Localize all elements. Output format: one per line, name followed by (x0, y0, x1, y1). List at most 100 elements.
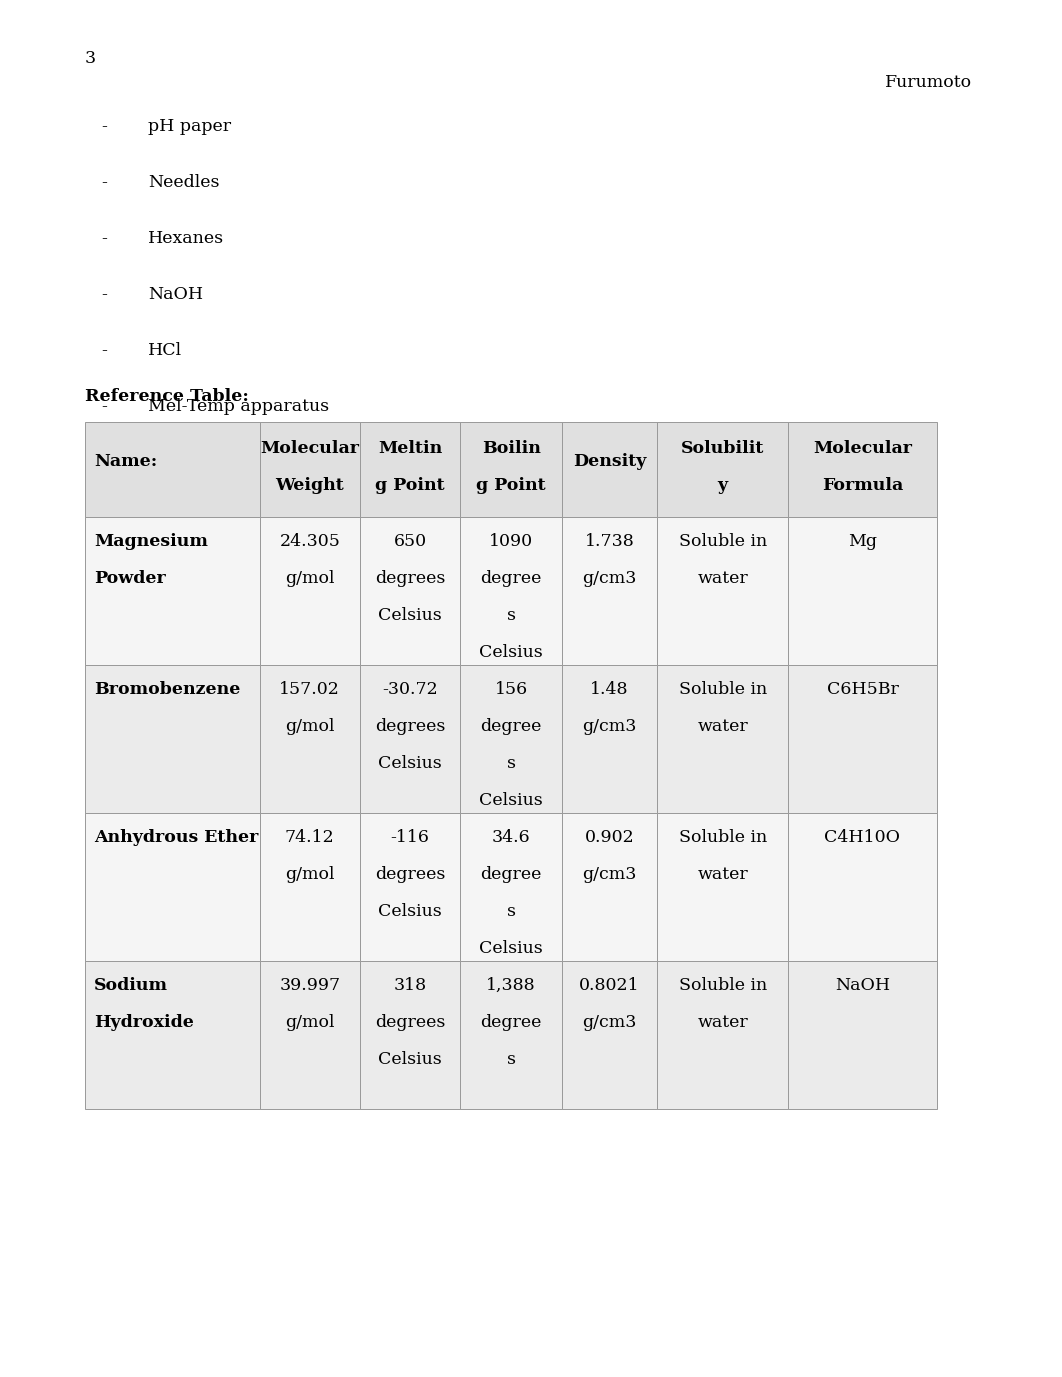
Text: Needles: Needles (148, 174, 220, 191)
Text: Soluble in: Soluble in (679, 978, 767, 994)
Text: -: - (101, 398, 107, 414)
Text: NaOH: NaOH (835, 978, 890, 994)
Text: -: - (101, 286, 107, 303)
Text: Solubilit: Solubilit (681, 441, 765, 457)
Text: degree: degree (480, 866, 542, 883)
Text: degrees: degrees (375, 1013, 445, 1031)
Text: -: - (101, 341, 107, 359)
Bar (360, 812, 460, 961)
Text: Formula: Formula (822, 476, 903, 494)
Text: degrees: degrees (375, 570, 445, 587)
Text: Reference Table:: Reference Table: (85, 388, 249, 405)
Text: 1090: 1090 (490, 533, 533, 549)
Text: degrees: degrees (375, 717, 445, 735)
Bar (260, 516, 360, 665)
Bar (657, 961, 788, 1108)
Text: 318: 318 (394, 978, 427, 994)
Bar (260, 812, 360, 961)
Bar (360, 665, 460, 812)
Text: 24.305: 24.305 (279, 533, 340, 549)
Text: Hydroxide: Hydroxide (95, 1013, 194, 1031)
Text: Celsius: Celsius (479, 644, 543, 661)
Bar (260, 665, 360, 812)
Text: Hexanes: Hexanes (148, 230, 224, 246)
Bar (788, 421, 937, 516)
Text: s: s (507, 755, 516, 772)
Text: pH paper: pH paper (148, 118, 232, 135)
Text: 39.997: 39.997 (279, 978, 341, 994)
Text: Anhydrous Ether: Anhydrous Ether (95, 829, 258, 845)
Text: g/cm3: g/cm3 (582, 1013, 637, 1031)
Text: 74.12: 74.12 (285, 829, 335, 845)
Text: Soluble in: Soluble in (679, 533, 767, 549)
Bar (562, 961, 657, 1108)
Text: Magnesium: Magnesium (95, 533, 208, 549)
Text: -30.72: -30.72 (382, 682, 438, 698)
Text: water: water (698, 570, 748, 587)
Text: Mg: Mg (847, 533, 877, 549)
Text: Meltin: Meltin (378, 441, 442, 457)
Text: -: - (101, 230, 107, 246)
Bar (85, 812, 260, 961)
Text: 1,388: 1,388 (486, 978, 536, 994)
Text: Sodium: Sodium (95, 978, 168, 994)
Text: degree: degree (480, 1013, 542, 1031)
Bar (460, 812, 562, 961)
Text: 156: 156 (495, 682, 528, 698)
Text: g/mol: g/mol (285, 866, 335, 883)
Text: Celsius: Celsius (479, 940, 543, 957)
Text: g/cm3: g/cm3 (582, 717, 637, 735)
Bar (788, 516, 937, 665)
Text: g/cm3: g/cm3 (582, 570, 637, 587)
Bar (788, 812, 937, 961)
Text: 34.6: 34.6 (492, 829, 531, 845)
Text: Molecular: Molecular (812, 441, 912, 457)
Bar (788, 961, 937, 1108)
Text: water: water (698, 717, 748, 735)
Bar (460, 665, 562, 812)
Text: s: s (507, 1051, 516, 1069)
Bar (657, 665, 788, 812)
Text: s: s (507, 607, 516, 624)
Bar (788, 665, 937, 812)
Text: g/cm3: g/cm3 (582, 866, 637, 883)
Text: Density: Density (573, 453, 647, 470)
Text: Mel-Temp apparatus: Mel-Temp apparatus (148, 398, 329, 414)
Text: 3: 3 (85, 50, 97, 67)
Bar (85, 421, 260, 516)
Text: g Point: g Point (477, 476, 546, 494)
Text: -116: -116 (391, 829, 429, 845)
Text: HCl: HCl (148, 341, 182, 359)
Bar (260, 421, 360, 516)
Bar (260, 961, 360, 1108)
Bar (360, 516, 460, 665)
Text: Celsius: Celsius (378, 607, 442, 624)
Bar (460, 961, 562, 1108)
Text: Powder: Powder (95, 570, 166, 587)
Bar (562, 665, 657, 812)
Bar (85, 961, 260, 1108)
Bar (657, 812, 788, 961)
Text: water: water (698, 1013, 748, 1031)
Text: Soluble in: Soluble in (679, 682, 767, 698)
Text: g Point: g Point (375, 476, 445, 494)
Text: y: y (718, 476, 727, 494)
Text: 0.8021: 0.8021 (580, 978, 640, 994)
Bar (460, 516, 562, 665)
Text: Soluble in: Soluble in (679, 829, 767, 845)
Text: Celsius: Celsius (378, 755, 442, 772)
Text: -: - (101, 174, 107, 191)
Text: water: water (698, 866, 748, 883)
Text: Celsius: Celsius (378, 903, 442, 920)
Bar (657, 421, 788, 516)
Text: g/mol: g/mol (285, 1013, 335, 1031)
Text: Celsius: Celsius (378, 1051, 442, 1069)
Text: -: - (101, 118, 107, 135)
Bar (85, 516, 260, 665)
Bar (85, 665, 260, 812)
Text: 0.902: 0.902 (585, 829, 634, 845)
Bar (562, 421, 657, 516)
Text: degrees: degrees (375, 866, 445, 883)
Bar (360, 421, 460, 516)
Text: 650: 650 (394, 533, 427, 549)
